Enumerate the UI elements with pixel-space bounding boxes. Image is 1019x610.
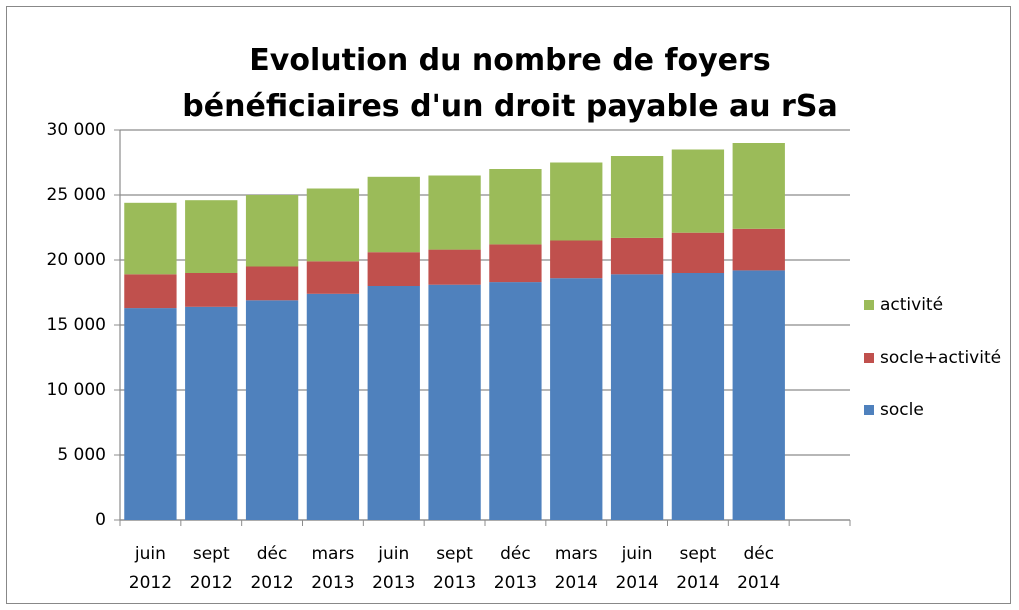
- x-tick-label: sept 2013: [432, 544, 477, 593]
- legend-swatch: [864, 353, 874, 363]
- legend-label: socle+activité: [880, 348, 1001, 368]
- bar-segment: [610, 274, 664, 520]
- x-tick-label: mars 2014: [554, 544, 598, 593]
- bar-segment: [610, 156, 664, 238]
- y-tick-label: 0: [95, 510, 106, 530]
- bar-segment: [245, 266, 299, 301]
- bar-segment: [367, 286, 420, 520]
- bar-segment: [671, 273, 725, 520]
- bar-segment: [124, 308, 177, 520]
- legend-swatch: [864, 405, 874, 415]
- bar-segment: [428, 249, 481, 285]
- x-tick-label: juin 2013: [372, 544, 416, 593]
- legend-label: socle: [880, 400, 924, 420]
- bar-segment: [671, 149, 725, 233]
- bar-segment: [550, 240, 603, 279]
- x-tick-label: juin 2014: [615, 544, 659, 593]
- bar-segment: [489, 169, 542, 245]
- y-tick-label: 20 000: [47, 250, 106, 270]
- x-tick-label: mars 2013: [311, 544, 355, 593]
- y-tick-label: 25 000: [47, 185, 106, 205]
- bar-segment: [732, 270, 785, 520]
- bar-segment: [550, 278, 603, 520]
- bar-segment: [185, 200, 238, 273]
- x-tick-label: juin 2012: [128, 544, 173, 593]
- bar-segment: [124, 274, 177, 309]
- chart-frame: [6, 6, 1011, 604]
- bar-segment: [124, 202, 177, 275]
- y-tick-label: 15 000: [47, 315, 106, 335]
- bar-segment: [489, 244, 542, 283]
- bar-segment: [732, 228, 785, 271]
- x-tick-label: sept 2012: [189, 544, 233, 593]
- bar-segment: [306, 188, 360, 262]
- bar-segment: [671, 232, 725, 273]
- x-tick-label: déc 2014: [737, 544, 781, 593]
- chart-title: Evolution du nombre de foyers bénéficiai…: [182, 43, 838, 124]
- bar-segment: [245, 300, 299, 520]
- y-tick-label: 30 000: [47, 120, 106, 140]
- x-tick-label: déc 2013: [493, 544, 538, 593]
- bar-segment: [306, 293, 360, 520]
- y-tick-label: 5 000: [57, 445, 106, 465]
- x-tick-label: sept 2014: [676, 544, 720, 593]
- y-tick-label: 10 000: [47, 380, 106, 400]
- x-tick-label: déc 2012: [250, 544, 294, 593]
- bar-segment: [610, 237, 664, 275]
- bar-segment: [185, 306, 238, 520]
- bar-segment: [550, 162, 603, 241]
- bar-segment: [489, 282, 542, 520]
- bar-segment: [367, 176, 420, 253]
- bar-segment: [306, 261, 360, 294]
- bar-segment: [245, 195, 299, 267]
- bar-segment: [428, 175, 481, 250]
- bar-segment: [185, 273, 238, 307]
- legend-label: activité: [880, 295, 943, 315]
- bar-segment: [732, 143, 785, 229]
- bar-segment: [367, 252, 420, 286]
- legend-swatch: [864, 300, 874, 310]
- bar-segment: [428, 284, 481, 520]
